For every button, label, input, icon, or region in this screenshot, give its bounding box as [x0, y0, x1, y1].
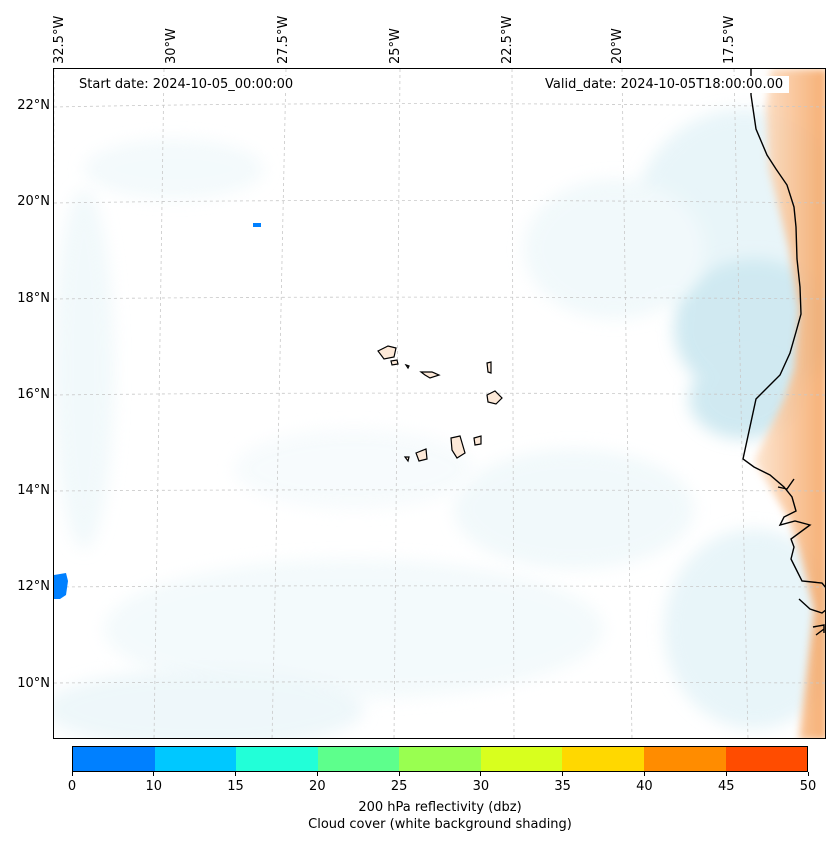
land-heat-shading — [754, 69, 825, 738]
valid-date-label: Valid_date: 2024-10-05T18:00:00.00 — [539, 76, 790, 93]
colorbar-tick — [725, 772, 727, 776]
map-panel[interactable] — [53, 68, 826, 739]
africa-coastline — [742, 69, 825, 636]
reflectivity-colorbar — [72, 746, 808, 772]
colorbar-tick-label: 15 — [227, 779, 244, 794]
graticule — [54, 69, 825, 738]
colorbar-tick-label: 50 — [799, 779, 817, 794]
colorbar-tick-label: 10 — [145, 779, 163, 794]
colorbar-tick-label: 40 — [636, 779, 653, 794]
lon-label-17-5w: 17.5°W — [722, 15, 737, 64]
colorbar-segment — [562, 747, 644, 771]
lon-label-20w: 20°W — [610, 28, 625, 64]
colorbar-tick — [480, 772, 482, 776]
lat-label-20n: 20°N — [17, 194, 50, 209]
start-date-label: Start date: 2024-10-05_00:00:00 — [73, 76, 300, 93]
colorbar-tick-label: 35 — [554, 779, 571, 794]
map-canvas — [54, 69, 825, 738]
colorbar-segment — [73, 747, 155, 771]
colorbar-tick — [235, 772, 237, 776]
colorbar-tick — [643, 772, 645, 776]
reflectivity-echo — [253, 223, 261, 227]
lon-label-30w: 30°W — [164, 28, 179, 64]
lon-label-27-5w: 27.5°W — [276, 15, 291, 64]
colorbar-tick-label: 25 — [390, 779, 408, 794]
reflectivity-echo — [54, 573, 68, 599]
lat-label-12n: 12°N — [17, 579, 50, 594]
colorbar-tick-label: 20 — [309, 779, 326, 794]
colorbar-subtitle: Cloud cover (white background shading) — [308, 817, 572, 832]
colorbar-title: 200 hPa reflectivity (dbz) — [358, 800, 522, 815]
lon-label-22-5w: 22.5°W — [500, 15, 515, 64]
cloud-cover-shading — [54, 109, 825, 738]
lat-label-10n: 10°N — [17, 676, 50, 691]
lat-label-14n: 14°N — [17, 483, 50, 498]
lon-label-25w: 25°W — [388, 28, 403, 64]
colorbar-segment — [236, 747, 318, 771]
colorbar-tick — [71, 772, 73, 776]
colorbar-tick — [153, 772, 155, 776]
lat-label-22n: 22°N — [17, 98, 50, 113]
lon-label-32-5w: 32.5°W — [52, 15, 67, 64]
colorbar-segment — [317, 747, 400, 771]
colorbar-tick-label: 30 — [472, 779, 490, 794]
colorbar-segment — [154, 747, 237, 771]
colorbar-tick-label: 45 — [717, 779, 735, 794]
colorbar-tick — [562, 772, 564, 776]
colorbar-tick-label: 0 — [67, 779, 77, 794]
lat-label-18n: 18°N — [17, 291, 50, 306]
colorbar-tick — [398, 772, 400, 776]
colorbar-tick — [807, 772, 809, 776]
colorbar-segment — [725, 747, 808, 771]
colorbar-tick — [316, 772, 318, 776]
colorbar-segment — [480, 747, 563, 771]
cape-verde-islands — [377, 345, 503, 463]
lat-label-16n: 16°N — [17, 387, 50, 402]
reflectivity-echoes — [54, 223, 261, 599]
colorbar-segment — [643, 747, 726, 771]
colorbar-segment — [399, 747, 481, 771]
